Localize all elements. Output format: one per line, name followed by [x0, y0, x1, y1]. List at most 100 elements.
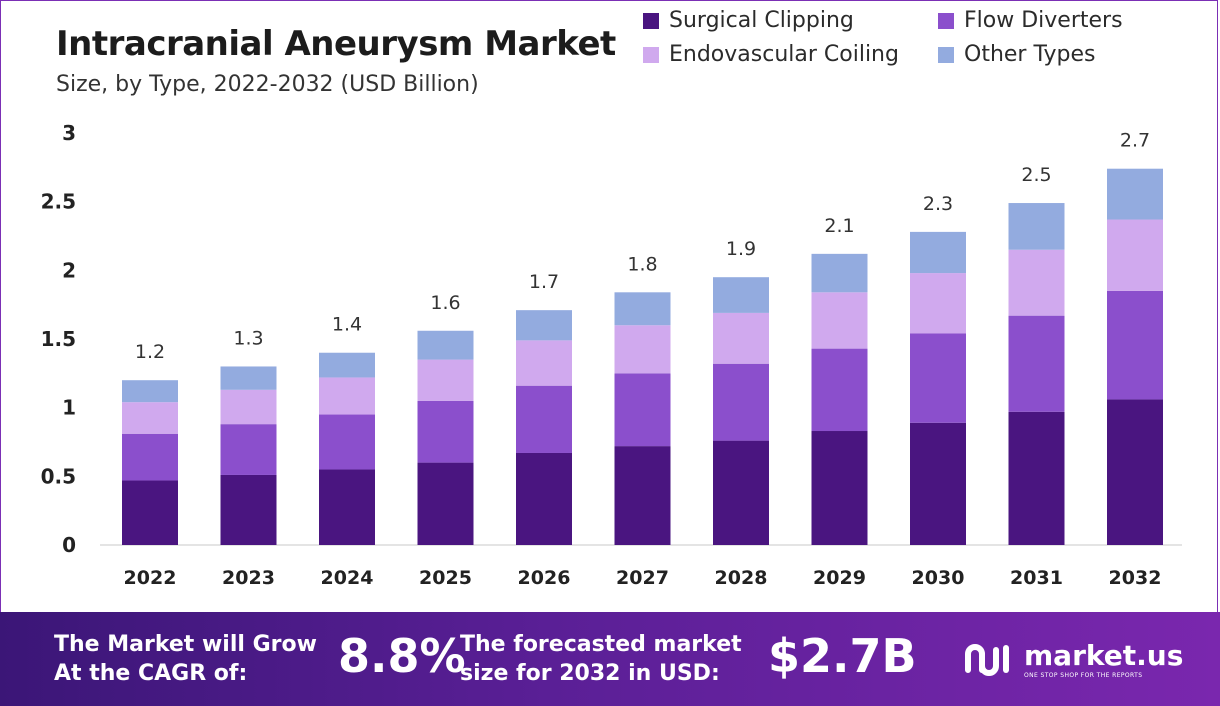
stacked-bar-chart: 0 0.5 1 1.5 2 2.5 3 1.2 2022 1.3 2023 1.4 2024 1.6 202… [41, 121, 1182, 589]
bar-total-label: 1.7 [529, 271, 559, 293]
y-tick-label: 1 [62, 396, 76, 420]
x-tick-label: 2024 [321, 567, 374, 589]
bar-segment [713, 363, 769, 441]
x-tick-label: 2022 [124, 567, 177, 589]
cagr-label-line2: At the CAGR of: [54, 661, 248, 686]
brand-name: market.us [1024, 639, 1184, 672]
legend-label: Surgical Clipping [669, 8, 854, 33]
bar-segment [910, 333, 966, 423]
bar-segment [910, 422, 966, 545]
bar-segment [122, 480, 178, 545]
bar-segment [811, 348, 868, 432]
legend-item-surgical-clipping: Surgical Clipping [643, 8, 854, 33]
legend-item-other-types: Other Types [938, 42, 1095, 67]
legend-swatch [938, 12, 954, 29]
bar-segment [516, 340, 572, 386]
x-tick-label: 2029 [813, 567, 866, 589]
bar-segment [220, 389, 277, 425]
legend-label: Flow Diverters [964, 8, 1123, 33]
forecast-label-line1: The forecasted market [460, 632, 742, 657]
y-tick-label: 0 [62, 533, 76, 557]
bar-segment [713, 312, 769, 364]
x-tick-label: 2027 [616, 567, 669, 589]
bar-segment [1107, 219, 1163, 291]
bar-segment [122, 380, 178, 403]
y-tick-label: 1.5 [41, 327, 76, 351]
y-tick-label: 3 [62, 121, 76, 145]
bar-segment [417, 359, 474, 401]
x-tick-label: 2025 [419, 567, 472, 589]
y-tick-label: 0.5 [41, 464, 76, 488]
y-tick-label: 2.5 [41, 190, 76, 214]
bar-segment [220, 424, 277, 475]
bar-total-label: 2.1 [824, 215, 854, 237]
bar-segment [811, 292, 868, 349]
brand-tagline: ONE STOP SHOP FOR THE REPORTS [1024, 672, 1143, 679]
bar-segment [910, 273, 966, 334]
legend-label: Endovascular Coiling [669, 42, 899, 67]
bar-segment [417, 400, 474, 463]
legend-swatch [643, 12, 659, 29]
summary-banner: The Market will Grow At the CAGR of: 8.8… [0, 612, 1220, 706]
bar-segment [614, 446, 671, 545]
bar-segment [713, 277, 769, 313]
bar-total-label: 1.3 [233, 327, 263, 349]
cagr-label: The Market will Grow At the CAGR of: [54, 630, 317, 688]
bar-segment [614, 325, 671, 374]
legend-item-flow-diverters: Flow Diverters [938, 8, 1123, 33]
bar-segment [1107, 290, 1163, 400]
bar-segment [614, 292, 671, 326]
bar-segment [811, 253, 868, 293]
brand-logo[interactable]: market.us ONE STOP SHOP FOR THE REPORTS [962, 640, 1183, 680]
x-tick-label: 2028 [715, 567, 768, 589]
bar-segment [122, 433, 178, 481]
bar-segment [1008, 411, 1065, 545]
bar-total-label: 2.7 [1120, 130, 1150, 152]
bar-total-label: 2.3 [923, 193, 953, 215]
bar-total-label: 1.4 [332, 314, 362, 336]
legend-swatch [938, 46, 954, 63]
bar-segment [614, 373, 671, 447]
bar-total-label: 1.8 [627, 253, 657, 275]
x-tick-label: 2031 [1010, 567, 1063, 589]
bar-segment [516, 452, 572, 545]
bar-segment [811, 431, 868, 545]
market-us-logo-icon [965, 644, 1009, 676]
y-tick-label: 2 [62, 258, 76, 282]
bar-segment [1008, 315, 1065, 412]
x-tick-label: 2032 [1109, 567, 1162, 589]
chart-subtitle: Size, by Type, 2022-2032 (USD Billion) [56, 72, 479, 97]
x-tick-label: 2030 [912, 567, 965, 589]
legend-item-endovascular-coiling: Endovascular Coiling [643, 42, 899, 67]
bar-segment [1107, 168, 1163, 220]
bar-segment [1008, 203, 1065, 250]
forecast-value: $2.7B [768, 629, 917, 683]
bar-segment [1008, 249, 1065, 316]
bar-total-label: 1.9 [726, 238, 756, 260]
bar-total-label: 1.2 [135, 341, 165, 363]
cagr-value: 8.8% [338, 629, 466, 683]
bar-segment [516, 385, 572, 453]
bar-total-label: 2.5 [1021, 164, 1051, 186]
bar-segment [910, 231, 966, 274]
bar-segment [713, 440, 769, 545]
bar-segment [417, 462, 474, 545]
bar-segment [516, 310, 572, 341]
x-tick-label: 2026 [518, 567, 571, 589]
bar-segment [319, 352, 375, 378]
bar-segment [122, 402, 178, 434]
legend-label: Other Types [964, 42, 1096, 67]
bar-segment [319, 377, 375, 415]
forecast-label-line2: size for 2032 in USD: [460, 661, 720, 686]
cagr-label-line1: The Market will Grow [54, 632, 317, 657]
chart-title: Intracranial Aneurysm Market [56, 24, 616, 64]
forecast-label: The forecasted market size for 2032 in U… [460, 630, 742, 688]
bar-segment [220, 474, 277, 545]
bar-total-label: 1.6 [430, 292, 460, 314]
x-tick-label: 2023 [222, 567, 275, 589]
legend-swatch [643, 46, 659, 63]
bar-segment [319, 414, 375, 470]
bar-segment [319, 469, 375, 545]
bar-segment [417, 330, 474, 360]
